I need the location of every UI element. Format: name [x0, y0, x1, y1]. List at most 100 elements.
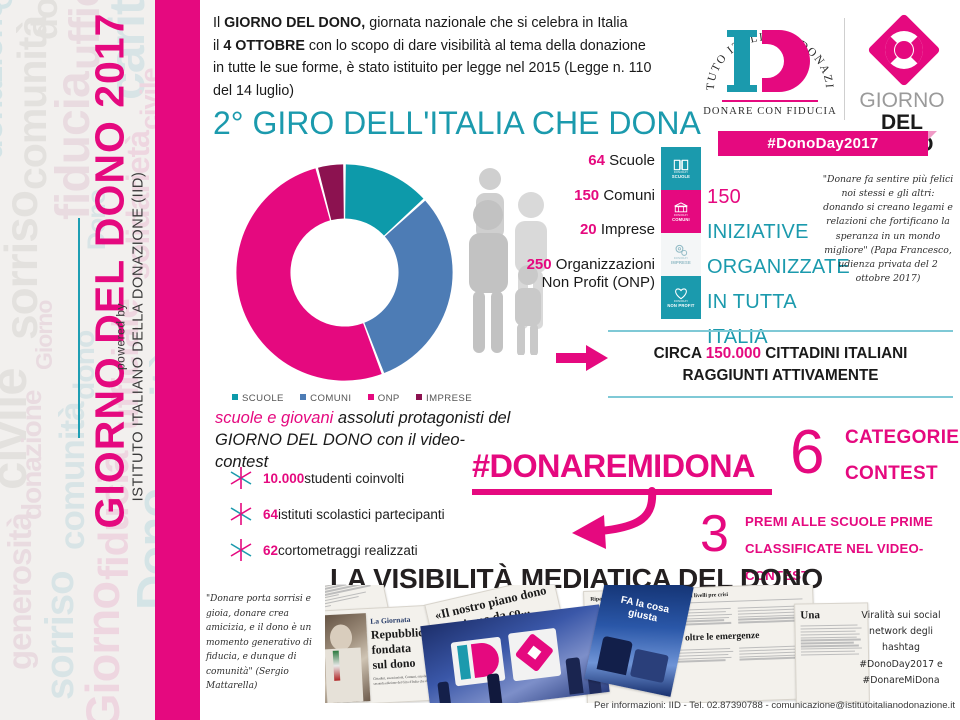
viral-l3: hashtag [882, 642, 920, 654]
intro-l4: del 14 luglio) [213, 82, 295, 99]
mattarella-photo [325, 613, 371, 703]
iniziative-line3: IN TUTTA ITALIA [707, 291, 796, 348]
stat-number: 150 [574, 186, 600, 204]
stat-number: 20 [579, 221, 597, 239]
heart-icon [675, 288, 687, 300]
logo-divider [844, 18, 845, 120]
watermark-word: generosità [1, 513, 38, 670]
stat-number: 250 [526, 256, 552, 274]
asterisk-star-icon [230, 503, 252, 525]
donoday-banner: #DonoDay2017 [718, 131, 937, 156]
intro-l1-post: giornata nazionale che si celebra in Ita… [365, 15, 628, 31]
circa-number: 150.000 [705, 345, 761, 362]
watermark-word: Giorno [31, 300, 57, 370]
tile-comuni: DONODAY COMUNI [661, 190, 701, 233]
viral-l5: #DonareMiDona [862, 674, 940, 686]
categorie-l1: CATEGORIE [845, 427, 960, 448]
logo-tagline: DONARE CON FIDUCIA [703, 106, 837, 117]
intro-l1-pre: Il [213, 15, 225, 31]
categorie-labels: CATEGORIE CONTEST [845, 420, 960, 492]
premi-labels: PREMI ALLE SCUOLE PRIME CLASSIFICATE NEL… [745, 508, 960, 589]
viralita-note: Viralità sui social network degli hashta… [845, 608, 957, 689]
stat-item: 250 Organizzazioni Non Profit (ONP) [470, 256, 655, 291]
iniziative-line2: ORGANIZZATE [707, 256, 850, 278]
stat-label-2: Non Profit (ONP) [541, 273, 655, 291]
matta-quote-text: "Donare porta sorrisi e gioia, donare cr… [206, 594, 312, 677]
page-title: 2° GIRO DELL'ITALIA CHE DONA [213, 105, 701, 141]
gears-icon [675, 244, 687, 256]
legend-item-onp: ONP [367, 393, 400, 404]
stat-label: Scuole [609, 152, 655, 169]
stat-number: 64 [588, 152, 605, 169]
iid-logo: ISTITUTO ITALIANO DONAZIONE DONARE CON F… [700, 8, 840, 126]
circa-rule-bottom [608, 396, 953, 398]
intro-paragraph: Il GIORNO DEL DONO, giornata nazionale c… [213, 12, 693, 102]
donut-segment-comuni [364, 200, 453, 374]
sg-rest: assoluti protagonisti del [333, 409, 511, 427]
iniziative-word1: INIZIATIVE [707, 221, 809, 243]
tile-scuole-kicker: DONODAY [673, 170, 689, 174]
premi-l2: CLASSIFICATE NEL VIDEO-CONTEST [745, 541, 924, 584]
iniziative-block: 150 INIZIATIVE ORGANIZZATE IN TUTTA ITAL… [707, 180, 850, 355]
donut-segment-onp [236, 168, 382, 381]
legend-item-imprese: IMPRESE [416, 393, 472, 404]
sidebar-pink-bar [155, 0, 200, 720]
giorno-del-dono-diamond-icon [868, 14, 940, 86]
bank-icon [674, 201, 688, 212]
watermark-word: donazione [16, 390, 47, 520]
sg-line2: GIORNO DEL DONO con il video-contest [215, 430, 466, 471]
watermark-word: Giorno [76, 581, 129, 720]
bullet-text: cortometraggi realizzati [278, 542, 418, 558]
footer-contact: Per informazioni: IID - Tel. 02.87390788… [593, 700, 955, 711]
list-item: 64 istituti scolastici partecipanti [228, 496, 528, 532]
category-tiles: DONODAY SCUOLE DONODAY COMUNI DONODAY IM… [661, 147, 701, 319]
categorie-number: 6 [790, 418, 825, 487]
people-silhouettes-icon [469, 168, 547, 355]
chart-legend: SCUOLE COMUNI ONP IMPRESE [232, 393, 472, 404]
hashtag-underline [472, 489, 772, 495]
donut-segment-scuole [345, 164, 424, 236]
intro-l2-post: con lo scopo di dare visibilità al tema … [304, 37, 646, 54]
bullet-number: 62 [263, 542, 279, 558]
gdd-line1: GIORNO [859, 89, 945, 112]
sg-pink: scuole e giovani [215, 409, 334, 427]
viral-l4: #DonoDay2017 e [859, 658, 943, 670]
stat-item: 150 Comuni [470, 187, 655, 205]
book-icon [673, 159, 689, 170]
legend-item-comuni: COMUNI [300, 393, 351, 404]
stat-label: Imprese [600, 221, 655, 239]
donut-segment-imprese [318, 164, 344, 221]
org-name-label: ISTITUTO ITALIANO DELLA DONAZIONE (IID) [130, 171, 147, 502]
mattarella-quote: "Donare porta sorrisi e gioia, donare cr… [206, 592, 324, 694]
left-sidebar: sorrisoGiornodonoufficialecaritàciviledo… [0, 0, 155, 720]
tile-imprese-kicker: DONODAY [673, 257, 689, 260]
matta-quote-attribution: (Sergio Mattarella) [206, 666, 289, 692]
circa-block: CIRCA 150.000 CITTADINI ITALIANI RAGGIUN… [608, 343, 953, 386]
press-collage: La Giornata Repubblica fondata sul dono … [325, 585, 870, 703]
id-monogram-icon [727, 30, 812, 92]
bullet-text: istituti scolastici partecipanti [278, 506, 445, 522]
intro-l3: in tutte le sue forme, è stato istituito… [213, 60, 652, 77]
list-item: 10.000 studenti coinvolti [228, 460, 528, 496]
logo-rule [722, 100, 818, 102]
tile-imprese: DONODAY IMPRESE [661, 233, 701, 276]
bullet-text: studenti coinvolti [304, 470, 405, 486]
stat-label: Comuni [603, 186, 655, 204]
viral-l2: network degli [869, 626, 933, 638]
bullet-list: 10.000 studenti coinvolti 64 istituti sco… [228, 460, 528, 568]
stat-item: 20 Imprese [470, 221, 655, 239]
iniziative-number: 150 [707, 186, 741, 208]
pink-arrow-icon [556, 345, 608, 371]
circa-line2: RAGGIUNTI ATTIVAMENTE [682, 366, 879, 384]
hashtag-donaremidona: #DONAREMIDONA [472, 448, 756, 484]
curved-arrow-icon [572, 487, 657, 549]
tile-comuni-label: COMUNI [672, 216, 690, 222]
powered-by-label: powered by [113, 302, 128, 371]
donut-chart: SCUOLE COMUNI ONP IMPRESE [227, 155, 472, 404]
tile-scuole: DONODAY SCUOLE [661, 147, 701, 190]
tile-comuni-kicker: DONODAY [673, 213, 689, 217]
stat-item: 64 Scuole [470, 152, 655, 170]
tv-caption: FA la cosa giusta [619, 594, 671, 625]
intro-l1-bold: GIORNO DEL DONO, [224, 15, 366, 31]
